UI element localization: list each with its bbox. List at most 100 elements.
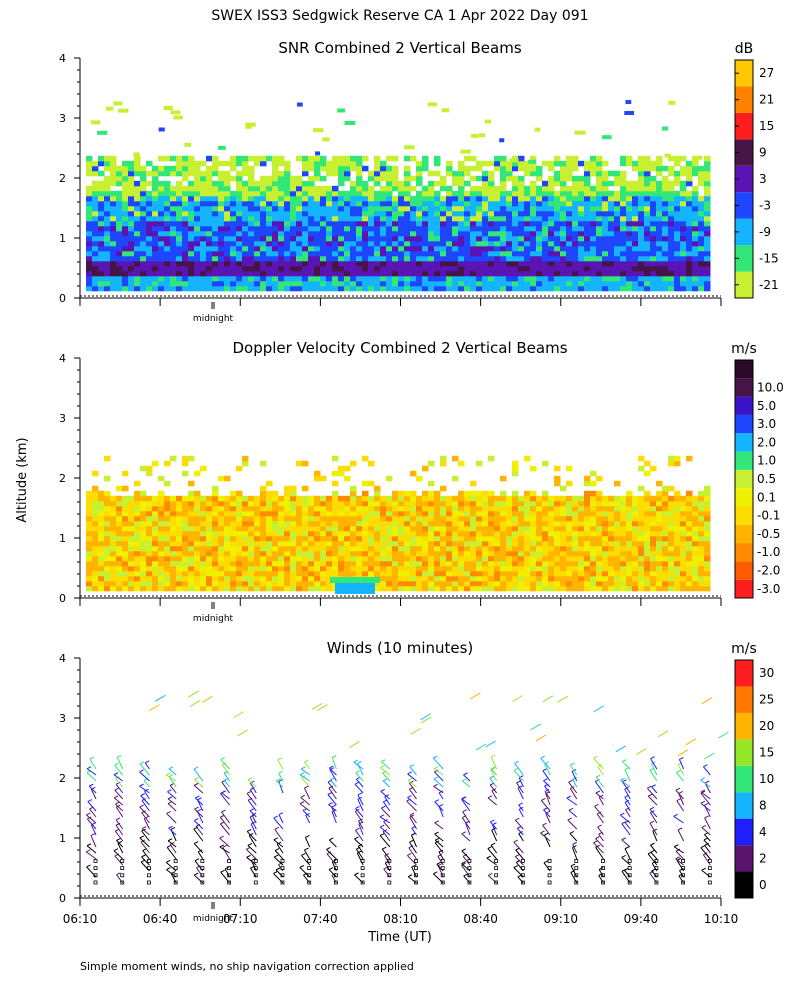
- snr-cell: [380, 165, 387, 172]
- snr-cell: [163, 106, 173, 111]
- snr-cell: [554, 215, 561, 222]
- velocity-cell: [164, 555, 171, 562]
- snr-cell: [326, 220, 333, 227]
- snr-cell: [188, 225, 195, 232]
- velocity-cell: [350, 520, 357, 527]
- snr-cell: [224, 280, 231, 287]
- velocity-cell: [128, 575, 135, 582]
- velocity-cell: [590, 540, 597, 547]
- snr-cell: [494, 215, 501, 222]
- velocity-cell: [698, 500, 705, 507]
- snr-cell: [494, 285, 501, 292]
- velocity-cell: [596, 495, 603, 502]
- y-tick-label: 1: [59, 532, 66, 545]
- snr-cell: [134, 235, 141, 242]
- snr-cell: [158, 205, 165, 212]
- wind-barb: [115, 819, 124, 830]
- velocity-cell: [272, 495, 279, 502]
- snr-cell: [596, 190, 603, 197]
- velocity-cell: [614, 480, 621, 487]
- velocity-cell: [236, 565, 243, 572]
- snr-cell: [254, 195, 261, 202]
- snr-cell: [410, 255, 417, 262]
- snr-cell: [170, 170, 177, 177]
- velocity-cell: [500, 555, 507, 562]
- velocity-cell: [158, 560, 165, 567]
- snr-cell: [692, 275, 699, 282]
- velocity-cell: [362, 480, 369, 487]
- velocity-cell: [674, 540, 681, 547]
- velocity-cell: [146, 585, 153, 592]
- snr-cell: [134, 165, 141, 172]
- snr-cell: [224, 260, 231, 267]
- snr-cell: [560, 275, 567, 282]
- snr-cell: [338, 265, 345, 272]
- snr-cell: [482, 255, 489, 262]
- snr-cell: [284, 260, 291, 267]
- snr-cell: [122, 220, 129, 227]
- snr-cell: [596, 195, 603, 202]
- velocity-cell: [338, 530, 345, 537]
- snr-cell: [668, 100, 676, 105]
- snr-cell: [560, 205, 567, 212]
- velocity-cell: [638, 535, 645, 542]
- velocity-cell: [698, 495, 705, 502]
- snr-cell: [110, 210, 117, 217]
- snr-cell: [140, 230, 147, 237]
- velocity-cell: [158, 525, 165, 532]
- snr-cell: [224, 225, 231, 232]
- snr-cell: [440, 265, 447, 272]
- velocity-cell: [470, 575, 477, 582]
- snr-cell: [236, 200, 243, 207]
- velocity-cell: [704, 495, 711, 502]
- velocity-cell: [194, 525, 201, 532]
- snr-cell: [410, 270, 417, 277]
- velocity-cell: [338, 540, 345, 547]
- velocity-cell: [332, 525, 339, 532]
- velocity-cell: [188, 525, 195, 532]
- snr-cell: [440, 235, 447, 242]
- velocity-cell: [302, 520, 309, 527]
- velocity-cell: [578, 510, 585, 517]
- velocity-cell: [410, 520, 417, 527]
- snr-cell: [458, 220, 465, 227]
- velocity-cell: [278, 510, 285, 517]
- snr-cell: [296, 200, 303, 207]
- snr-cell: [128, 215, 135, 222]
- snr-cell: [92, 275, 99, 282]
- snr-cell: [218, 275, 225, 282]
- snr-cell: [200, 200, 207, 207]
- snr-cell: [320, 185, 327, 192]
- snr-cell: [104, 270, 111, 277]
- snr-cell: [272, 175, 279, 182]
- snr-cell: [398, 240, 405, 247]
- snr-cell: [380, 285, 387, 292]
- velocity-cell: [314, 560, 321, 567]
- snr-cell: [164, 260, 171, 267]
- snr-cell: [218, 220, 225, 227]
- velocity-cell: [206, 570, 213, 577]
- velocity-cell: [164, 550, 171, 557]
- velocity-cell: [596, 585, 603, 592]
- velocity-cell: [560, 500, 567, 507]
- snr-cell: [602, 260, 609, 267]
- velocity-cell: [290, 530, 297, 537]
- velocity-cell: [590, 480, 597, 487]
- snr-cell: [314, 280, 321, 287]
- velocity-cell: [380, 520, 387, 527]
- wind-barb: [115, 778, 124, 788]
- snr-cell: [446, 245, 453, 252]
- velocity-cell: [422, 580, 429, 587]
- snr-cell: [512, 275, 519, 282]
- velocity-cell: [272, 520, 279, 527]
- velocity-cell: [230, 535, 237, 542]
- velocity-cell: [212, 575, 219, 582]
- snr-cell: [446, 190, 453, 197]
- velocity-cell: [560, 540, 567, 547]
- snr-cell: [536, 210, 543, 217]
- snr-cell: [674, 170, 681, 177]
- velocity-cell: [386, 520, 393, 527]
- velocity-cell: [98, 490, 105, 497]
- snr-cell: [158, 195, 165, 202]
- velocity-cell: [350, 510, 357, 517]
